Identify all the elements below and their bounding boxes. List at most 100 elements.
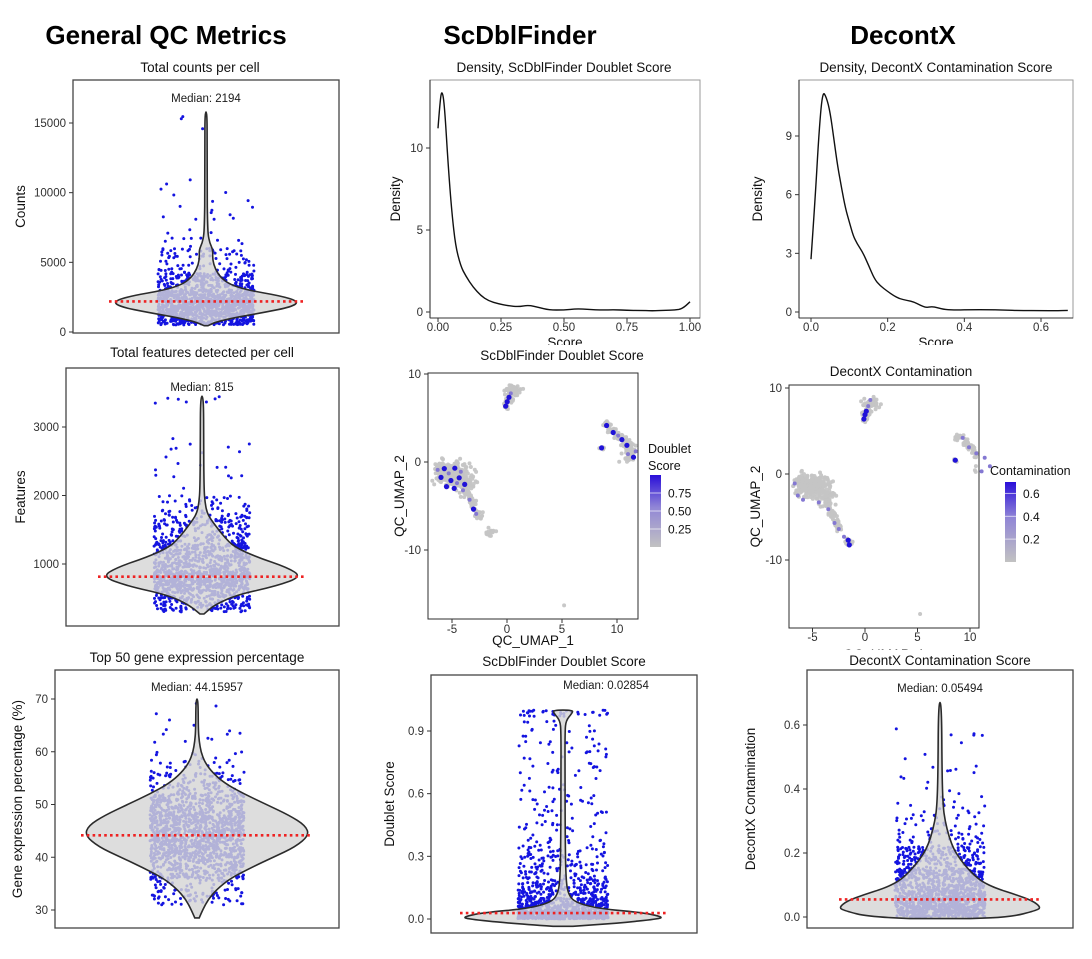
y-tick-label: 30 [35,905,48,917]
legend-tick-label: 0.50 [668,505,692,519]
y-tick-label: 1000 [33,559,59,571]
legend-tick-label: 0.25 [668,523,692,537]
panel [798,79,1074,319]
chart-scdbl-violin: 0.0 0.3 0.6 0.9 Doublet Score ScDblFinder Dou… [364,650,728,959]
chart-decontx-density: 0.0 0.2 0.4 0.6 0 3 6 9 Score Density Density, Dec… [728,55,1092,345]
median-label: Median: 44.15957 [151,682,243,694]
x-tick-label: 5 [559,624,565,636]
y-tick-label: 50 [35,800,48,812]
decontx-density-svg: 0.0 0.2 0.4 0.6 0 3 6 9 Score Density Density, Dec… [750,60,1074,345]
y-tick-label: 9 [786,131,792,143]
y-tick-label: -10 [404,545,421,557]
legend-tick-label: 0.4 [1023,510,1040,524]
high-score-points-layer [792,398,992,548]
chart-total-counts-violin: 0 5000 10000 15000 Counts Total counts per ce… [0,55,364,345]
y-tick-label: 0 [415,457,421,469]
density-curve [437,92,691,312]
x-tick-label: 0.4 [956,322,973,334]
chart-decontx-violin: 0.0 0.2 0.4 0.6 DecontX Contamination DecontX… [728,650,1092,959]
y-tick-label: 40 [35,852,48,864]
chart-scdbl-umap: -5 0 5 10 10 0 -10 QC_UMAP_1 QC_UMAP_2 ScDblFinde… [364,345,728,650]
y-tick-label: 0 [60,327,66,339]
y-tick-label: 5000 [40,257,66,269]
y-axis-label: QC_UMAP_2 [392,455,407,537]
median-label: Median: 2194 [171,93,241,105]
violin-shape [85,698,309,919]
chart-title: Top 50 gene expression percentage [90,650,305,665]
legend-tick-label: 0.6 [1023,487,1040,501]
y-tick-label: 0 [776,469,782,481]
y-tick-label: 10 [410,143,423,155]
decontx-umap-svg: -5 0 5 10 10 0 -10 QC_UMAP_1 QC_UMAP_2 DecontX Co… [748,364,1071,650]
y-tick-label: 0 [417,307,423,319]
x-tick-label: 0.2 [880,322,896,334]
chart-title: Total counts per cell [140,60,259,75]
x-tick-label: 10 [611,624,624,636]
legend-gradient-bar [1005,482,1016,562]
chart-total-features-violin: 1000 2000 3000 Features Total features detec… [0,345,364,650]
y-tick-label: 5 [417,225,423,237]
y-axis-label: Density [388,176,403,221]
chart-scdbl-density: 0.00 0.25 0.50 0.75 1.00 0 5 10 Score Density Dens… [364,55,728,345]
column-header-decontx: DecontX [728,0,1092,55]
y-tick-label: 15000 [34,118,66,130]
column-title: General QC Metrics [45,20,287,50]
legend-tick-label: 0.2 [1023,533,1040,547]
column-decontx: DecontX 0.0 0.2 0.4 0.6 0 3 6 9 Score Density Dens… [728,0,1092,959]
legend-title: Contamination [990,464,1071,478]
y-tick-label: 0.0 [408,914,424,926]
x-tick-label: 10 [964,632,977,644]
y-tick-label: 0.2 [784,848,800,860]
x-tick-label: 5 [914,632,920,644]
median-label: Median: 815 [170,382,233,394]
decontx-violin-svg: 0.0 0.2 0.4 0.6 DecontX Contamination DecontX… [743,653,1074,929]
scdbl-violin-svg: 0.0 0.3 0.6 0.9 Doublet Score ScDblFinder Dou… [382,654,698,934]
x-tick-label: 1.00 [679,322,701,334]
column-header-scdblfinder: ScDblFinder [364,0,728,55]
y-tick-label: 6 [786,190,792,202]
chart-decontx-umap: -5 0 5 10 10 0 -10 QC_UMAP_1 QC_UMAP_2 DecontX Co… [728,345,1092,650]
chart-title: DecontX Contamination Score [849,653,1031,668]
y-tick-label: 60 [35,747,48,759]
column-scdblfinder: ScDblFinder 0.00 0.25 0.50 0.75 1.00 0 5 10 Scor… [364,0,728,959]
y-axis-label: Gene expression percentage (%) [10,700,25,898]
y-axis-label: Doublet Score [382,761,397,847]
high-score-points-layer [435,391,638,516]
column-title: ScDblFinder [443,20,597,50]
total-features-violin-svg: 1000 2000 3000 Features Total features detec… [13,345,340,627]
chart-top50-expression-violin: 30 40 50 60 70 Gene expression percentage (%)… [0,650,364,959]
y-axis-label: Density [750,176,765,221]
y-axis-label: Features [13,470,28,524]
violin-shape [839,701,1041,920]
x-axis-label: Score [547,335,582,345]
x-axis-label: QC_UMAP_1 [492,633,574,648]
y-tick-label: 0.4 [784,784,801,796]
x-tick-label: 0 [504,624,510,636]
violin-shape [105,395,299,615]
y-tick-label: 0 [786,307,792,319]
y-tick-label: 70 [35,694,48,706]
x-tick-label: 0.75 [616,322,638,334]
panel [788,384,980,629]
chart-title: Density, DecontX Contamination Score [819,60,1052,75]
legend-title: Score [648,459,681,473]
y-tick-label: 0.6 [408,789,424,801]
x-tick-label: 0.00 [427,322,449,334]
x-tick-label: 0.0 [803,322,819,334]
total-counts-violin-svg: 0 5000 10000 15000 Counts Total counts per ce… [13,60,340,339]
y-tick-label: -10 [765,555,782,567]
scdbl-umap-svg: -5 0 5 10 10 0 -10 QC_UMAP_1 QC_UMAP_2 ScDblFinde… [392,348,692,648]
panel [429,79,701,319]
density-curve [810,92,1068,312]
scdbl-density-svg: 0.00 0.25 0.50 0.75 1.00 0 5 10 Score Density Dens… [388,60,701,345]
y-tick-label: 0.6 [784,720,800,732]
x-tick-label: 0 [862,632,868,644]
y-tick-label: 10 [408,369,421,381]
y-axis-label: DecontX Contamination [743,728,758,871]
x-tick-label: 0.6 [1033,322,1049,334]
legend-title: Doublet [648,442,692,456]
column-general-qc: General QC Metrics 0 5000 10000 15000 Counts… [0,0,364,959]
x-axis-label: QC_UMAP_1 [843,647,925,650]
violin-shape [114,111,298,327]
